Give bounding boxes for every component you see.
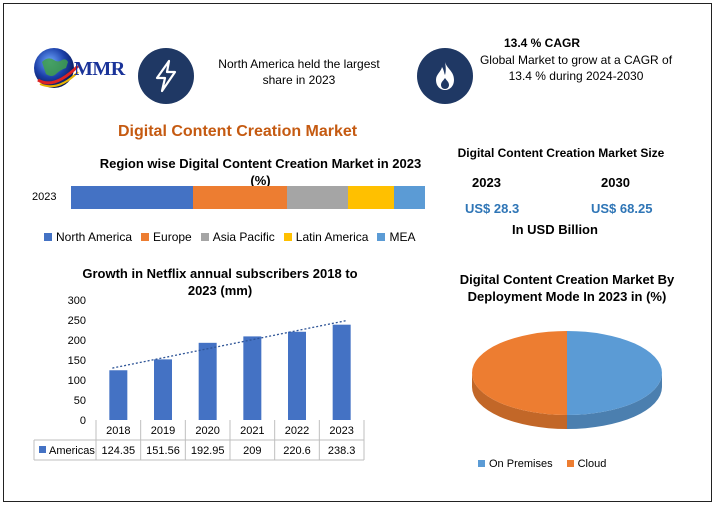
- legend-label: MEA: [389, 230, 416, 244]
- legend-label: Asia Pacific: [212, 230, 275, 244]
- region-category-label: 2023: [32, 191, 57, 203]
- cagr-title: 13.4 % CAGR: [503, 36, 581, 50]
- legend-item: Asia Pacific: [200, 230, 275, 244]
- netflix-chart-title: Growth in Netflix annual subscribers 201…: [82, 266, 358, 298]
- legend-label: Europe: [153, 230, 192, 244]
- bar-2022: [288, 331, 306, 420]
- bar-2019: [154, 359, 172, 420]
- y-tick-label: 50: [74, 395, 86, 407]
- y-tick-label: 300: [68, 295, 86, 307]
- legend-swatch: [200, 233, 209, 241]
- legend-item: Europe: [141, 230, 192, 244]
- bar-2018: [109, 370, 128, 420]
- region-chart-title: Region wise Digital Content Creation Mar…: [99, 156, 422, 188]
- x-tick-label: 2020: [195, 425, 219, 437]
- pie-slice-on-premises: [567, 331, 662, 415]
- legend-label: North America: [56, 230, 133, 244]
- market-value-2023: US$ 28.3: [465, 201, 520, 216]
- x-tick-label: 2022: [285, 425, 309, 437]
- stacked-segment-latin-america: [347, 186, 395, 209]
- stacked-bar: [71, 186, 425, 209]
- brand-name: MMR: [74, 58, 125, 80]
- table-legend-swatch: [39, 446, 46, 453]
- legend-swatch: [377, 233, 386, 241]
- lightning-icon: [138, 48, 194, 104]
- bar-2021: [243, 336, 262, 420]
- flame-icon: [417, 48, 473, 104]
- stacked-segment-mea: [394, 186, 425, 209]
- legend-item: Latin America: [283, 230, 369, 244]
- trendline: [112, 320, 346, 369]
- x-tick-label: 2019: [151, 425, 175, 437]
- table-value: 192.95: [191, 445, 225, 457]
- y-tick-label: 150: [68, 355, 86, 367]
- y-tick-label: 100: [68, 375, 86, 387]
- legend-swatch: [141, 233, 150, 241]
- pie-legend: On Premises Cloud: [478, 454, 620, 472]
- highlight-text: North America held the largest share in …: [218, 57, 380, 87]
- globe-icon: [34, 48, 80, 88]
- deployment-pie-chart: [472, 331, 662, 429]
- bar-2023: [332, 324, 351, 420]
- x-tick-label: 2021: [240, 425, 264, 437]
- bar-2020: [198, 342, 217, 420]
- pie-chart-title: Digital Content Creation Market By Deplo…: [459, 272, 675, 304]
- cagr-text: Global Market to grow at a CAGR of 13.4 …: [479, 53, 673, 83]
- pie-side-on-premises: [567, 373, 662, 429]
- table-value: 209: [243, 445, 261, 457]
- pie-legend-item: On Premises: [478, 458, 553, 470]
- legend-item: MEA: [377, 230, 415, 244]
- pie-legend-item: Cloud: [566, 457, 607, 470]
- market-value-2030: US$ 68.25: [591, 201, 653, 216]
- market-size-title: Digital Content Creation Market Size: [457, 146, 665, 160]
- pie-slice-cloud: [472, 331, 567, 415]
- series-name: Americas: [49, 445, 95, 457]
- y-tick-label: 0: [80, 415, 86, 427]
- stacked-segment-north-america: [71, 186, 194, 209]
- legend-label: Cloud: [577, 457, 607, 470]
- legend-item: North America: [44, 230, 132, 244]
- region-legend: North America Europe Asia Pacific Latin Ame…: [44, 228, 444, 246]
- table-value: 238.3: [328, 445, 356, 457]
- y-tick-label: 250: [68, 315, 86, 327]
- legend-swatch: [283, 233, 292, 241]
- legend-swatch: [478, 460, 485, 467]
- stacked-segment-asia-pacific: [286, 186, 348, 209]
- table-value: 124.35: [102, 445, 136, 457]
- x-tick-label: 2023: [329, 425, 353, 437]
- main-title: Digital Content Creation Market: [118, 123, 358, 140]
- x-tick-label: 2018: [106, 425, 130, 437]
- table-value: 151.56: [146, 445, 180, 457]
- netflix-bar-chart: 0 50 100 150 200 250 300 2018 124.35 2019 151.56 20…: [33, 295, 365, 461]
- legend-swatch: [44, 233, 52, 241]
- legend-label: Latin America: [295, 230, 369, 244]
- market-year-2023: 2023: [472, 175, 501, 190]
- market-year-2030: 2030: [601, 175, 630, 190]
- table-value: 220.6: [283, 445, 311, 457]
- legend-swatch: [566, 460, 574, 467]
- y-tick-label: 200: [68, 335, 86, 347]
- stacked-segment-europe: [193, 186, 287, 209]
- mmr-logo: MMR: [30, 40, 135, 100]
- legend-label: On Premises: [489, 457, 553, 470]
- market-unit: In USD Billion: [512, 222, 598, 237]
- pie-side-cloud: [472, 373, 567, 429]
